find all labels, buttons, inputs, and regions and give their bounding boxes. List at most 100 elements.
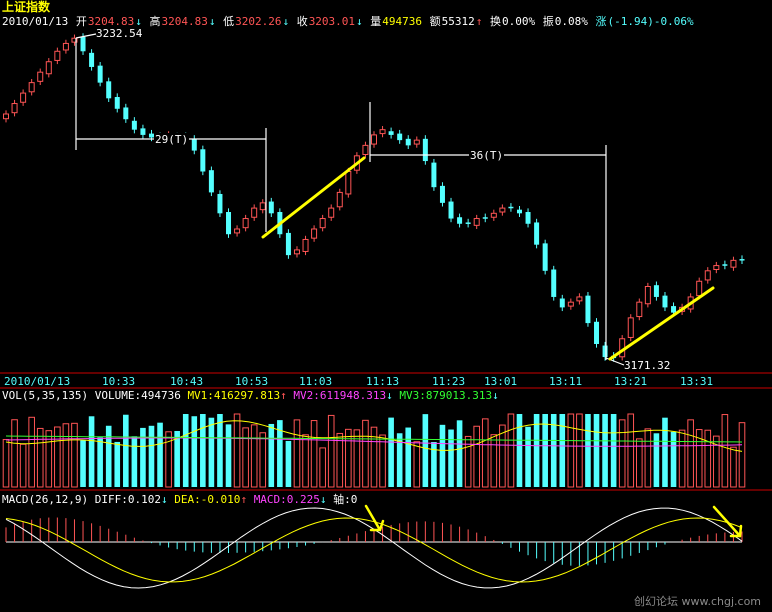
candle-body-down [431,162,437,188]
candle-body-up [627,317,634,338]
volume-bar-up [19,443,27,488]
candle-body-up [567,301,574,307]
mv3-line [5,435,743,443]
candle-body-down [739,259,745,261]
volume-bar-down [174,430,180,487]
candle-body-down [208,170,214,193]
candle-body-down [422,138,428,162]
volume-bar-up [695,429,703,488]
candle-body-up [644,285,651,305]
time-label-10: 13:31 [680,375,714,388]
amt-label: 额 [429,15,441,28]
candle-body-up [20,92,27,103]
volume-bar-down [277,420,283,487]
volume-bar-up [71,422,78,488]
volume-bar-down [439,424,446,487]
low-mark-label: 3171.32 [624,359,671,372]
volume-bar-up [336,432,344,488]
mv1-arrow-icon: ↑ [280,389,287,402]
candle-body-up [37,71,44,82]
amt-arrow-icon: ↑ [475,15,483,28]
volume-bar-up [730,446,737,488]
candle-body-down [662,295,668,308]
volume-bar-down [431,441,437,487]
volume-bar-up [310,420,318,488]
candle-body-down [482,217,488,219]
high-label: 高 [149,15,161,28]
candle-body-down [551,269,557,297]
close-value: 3203.01 [308,15,356,28]
candle-body-up [11,103,18,114]
candle-body-down [465,222,471,224]
volume-bar-up [11,419,18,488]
mv2-arrow-icon: ↓ [386,389,393,402]
volume-bar-up [721,414,729,488]
volume-bar-up [242,427,249,488]
candle-body-down [89,52,95,67]
volume-bar-down [285,440,292,487]
volume-bar-up [687,419,694,488]
candle-body-up [336,191,343,208]
time-label-5: 11:13 [366,375,400,388]
candle-body-up [234,228,241,234]
time-label-7: 13:01 [484,375,518,388]
candle-body-down [508,206,514,209]
candle-body-up [242,218,249,229]
dea-line [5,517,743,583]
candle-body-down [534,222,540,245]
candle-body-up [62,42,69,51]
turn-value: 0.00% [502,15,536,28]
volume-bar-up [473,425,480,488]
macd-value: MACD:0.225 [253,493,320,506]
volume-bar-up [464,435,472,488]
candle-body-down [405,138,411,146]
candle-body-up [319,218,326,229]
volume-bar-down [148,425,155,487]
trend-line-2 [608,286,715,361]
volume-bar-up [319,447,326,488]
volume-bar-up [302,434,309,488]
candle-body-up [311,228,318,239]
candle-body-down [80,36,86,52]
candle-body-up [473,218,480,226]
volume-bar-up [293,419,301,488]
macd-header-row: MACD(26,12,9) DIFF:0.102↓ DEA:-0.010↑ MA… [2,493,357,507]
close-label: 收 [296,15,308,28]
time-label-9: 13:21 [614,375,648,388]
close-arrow-icon: ↓ [356,15,363,28]
volume-bar-up [45,430,53,488]
volume-bar-down [593,414,600,487]
candle-body-down [397,133,403,141]
candle-body-down [191,138,197,151]
volume-bar-down [448,429,454,487]
volume-bar-up [370,426,378,488]
volume-bar-down [388,417,394,487]
quote-date: 2010/01/13 [2,15,69,28]
candle-body-down [525,212,531,224]
candle-body-down [722,264,728,266]
mv1-line [5,420,743,452]
candle-body-up [696,280,703,297]
candle-body-up [379,129,386,135]
candle-body-up [71,37,78,43]
volume-bar-up [567,413,575,488]
candle-body-down [559,298,565,308]
candle-body-down [516,209,522,214]
candle-body-down [217,193,223,214]
candle-body-down [653,285,659,297]
volume-bar-down [123,414,129,487]
volume-bar-down [550,414,557,487]
trend-line-1 [261,156,366,239]
candle-body-down [594,321,600,344]
volume-bar-up [54,426,61,488]
volume-bar-up [28,416,35,488]
candle-body-up [490,212,497,218]
volume-bar-down [559,414,566,487]
volume-bar-down [88,416,95,487]
candle-body-down [388,131,394,135]
time-label-6: 11:23 [432,375,466,388]
volume-bar-down [157,422,163,487]
volume-bar-up [636,438,643,488]
volume-bar-up [644,428,652,488]
